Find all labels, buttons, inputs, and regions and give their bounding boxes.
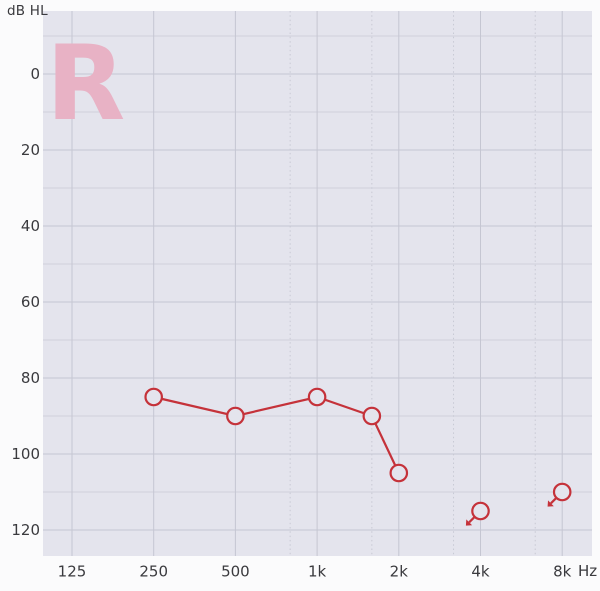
- threshold-marker-circle: [389, 463, 409, 483]
- no-response-arrowhead-icon: [547, 500, 554, 507]
- no-response-arrowhead-icon: [465, 519, 473, 526]
- threshold-marker-circle: [226, 406, 245, 426]
- x-tick-label: 1k: [308, 563, 327, 581]
- x-tick-label: 250: [139, 563, 168, 581]
- x-tick-label: 2k: [390, 563, 409, 581]
- y-tick-label: 20: [21, 141, 40, 159]
- y-tick-label: 120: [11, 521, 40, 539]
- threshold-marker-circle: [362, 406, 382, 426]
- x-tick-label: 500: [221, 563, 250, 581]
- no-response-marker-circle: [552, 482, 572, 502]
- no-response-arrow-shaft: [468, 516, 476, 524]
- y-tick-label: 0: [30, 65, 40, 83]
- no-response-marker-circle: [471, 501, 490, 521]
- y-axis-unit-label: dB HL: [7, 3, 48, 19]
- y-tick-label: 40: [21, 217, 40, 235]
- threshold-marker-circle: [144, 387, 163, 407]
- y-tick-label: 80: [21, 369, 40, 387]
- y-tick-label: 60: [21, 293, 40, 311]
- x-tick-label: 125: [58, 563, 87, 581]
- no-response-arrow-shaft: [550, 497, 558, 505]
- threshold-marker-circle: [307, 387, 327, 407]
- y-tick-label: 100: [11, 445, 40, 463]
- x-tick-label: 8k: [553, 563, 572, 581]
- right-ear-watermark-letter: R: [46, 24, 126, 144]
- x-tick-label: 4k: [471, 563, 490, 581]
- x-axis-unit-label: Hz: [578, 562, 598, 580]
